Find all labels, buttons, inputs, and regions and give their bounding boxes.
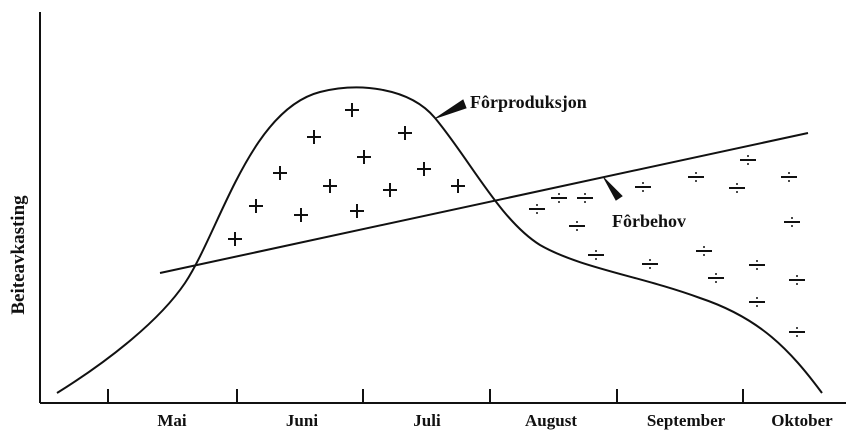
month-label: Mai: [157, 411, 187, 430]
month-label: Juli: [413, 411, 441, 430]
month-label: September: [647, 411, 726, 430]
divide-dot: [595, 250, 597, 252]
divide-dot: [649, 259, 651, 261]
plus-sign: [323, 179, 337, 193]
divide-dot: [536, 204, 538, 206]
divide-dot: [747, 163, 749, 165]
plus-sign: [249, 199, 263, 213]
divide-dot: [756, 297, 758, 299]
divide-dot: [695, 180, 697, 182]
divide-dot: [788, 172, 790, 174]
divide-dot: [649, 267, 651, 269]
demand-line: [159, 132, 809, 274]
plus-sign: [345, 103, 359, 117]
divide-dot: [584, 201, 586, 203]
month-label: Oktober: [771, 411, 833, 430]
divide-dot: [703, 246, 705, 248]
plus-sign: [228, 232, 242, 246]
plus-sign: [357, 150, 371, 164]
divide-dot: [576, 221, 578, 223]
divide-dot: [642, 190, 644, 192]
plus-sign: [417, 162, 431, 176]
demand-pointer: [603, 177, 623, 201]
divide-dot: [796, 275, 798, 277]
divide-dot: [791, 225, 793, 227]
divide-dot: [595, 258, 597, 260]
y-axis-label: Beiteavkasting: [8, 195, 29, 315]
production-curve: [56, 86, 823, 394]
divide-dot: [715, 273, 717, 275]
plus-sign: [350, 204, 364, 218]
divide-dot: [703, 254, 705, 256]
divide-dot: [576, 229, 578, 231]
divide-dot: [747, 155, 749, 157]
divide-dot: [642, 182, 644, 184]
month-label: August: [525, 411, 577, 430]
divide-dot: [558, 193, 560, 195]
divide-dot: [584, 193, 586, 195]
plus-sign: [398, 126, 412, 140]
plus-sign: [307, 130, 321, 144]
month-label: Juni: [286, 411, 318, 430]
divide-dot: [791, 217, 793, 219]
plus-sign: [294, 208, 308, 222]
divide-dot: [558, 201, 560, 203]
plus-sign: [451, 179, 465, 193]
divide-dot: [796, 327, 798, 329]
divide-dot: [796, 335, 798, 337]
demand-label: Fôrbehov: [612, 211, 686, 231]
plus-sign: [383, 183, 397, 197]
divide-dot: [715, 281, 717, 283]
production-label: Fôrproduksjon: [470, 92, 587, 112]
divide-dot: [788, 180, 790, 182]
divide-dot: [536, 212, 538, 214]
divide-dot: [796, 283, 798, 285]
divide-dot: [736, 191, 738, 193]
divide-dot: [756, 260, 758, 262]
plus-sign: [273, 166, 287, 180]
divide-dot: [756, 268, 758, 270]
divide-dot: [736, 183, 738, 185]
divide-dot: [756, 305, 758, 307]
production-pointer: [435, 99, 467, 119]
divide-dot: [695, 172, 697, 174]
